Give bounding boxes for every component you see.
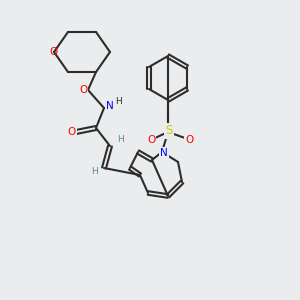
Text: N: N (106, 101, 114, 111)
Text: N: N (160, 148, 168, 158)
Text: H: H (91, 167, 98, 176)
Text: S: S (165, 124, 173, 137)
Text: H: H (117, 136, 123, 145)
Text: H: H (115, 98, 122, 106)
Text: O: O (68, 127, 76, 137)
Text: O: O (185, 135, 193, 145)
Text: O: O (79, 85, 87, 95)
Text: O: O (49, 47, 57, 57)
Text: O: O (147, 135, 155, 145)
